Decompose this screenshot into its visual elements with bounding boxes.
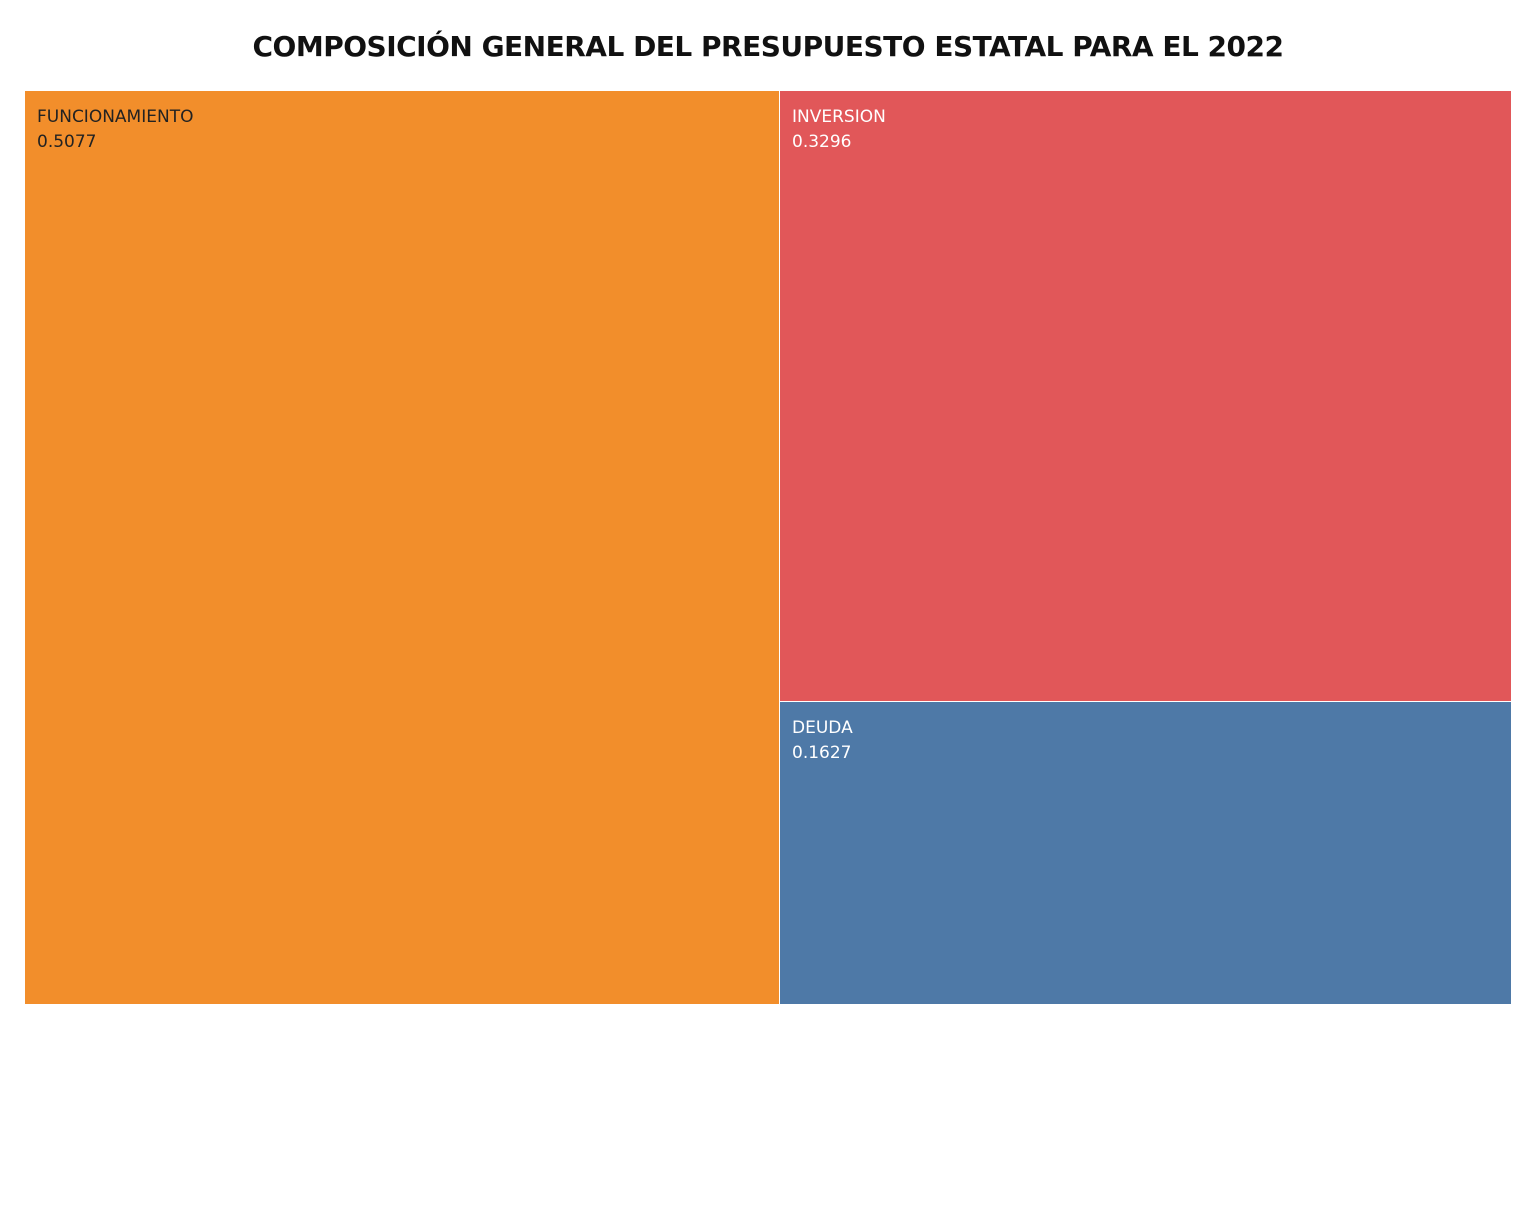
tile-label: INVERSION [792,107,886,127]
tile-label: FUNCIONAMIENTO [37,107,194,127]
tile-label-group: INVERSION 0.3296 [792,105,886,155]
treemap-tile-inversion: INVERSION 0.3296 [780,91,1511,701]
treemap-tile-deuda: DEUDA 0.1627 [780,702,1511,1004]
treemap: FUNCIONAMIENTO 0.5077 INVERSION 0.3296 DEUDA… [25,91,1511,1004]
tile-value: 0.1627 [792,743,852,763]
chart-title: COMPOSICIÓN GENERAL DEL PRESUPUESTO ESTA… [252,30,1284,63]
tile-label-group: FUNCIONAMIENTO 0.5077 [37,105,193,155]
tile-label-group: DEUDA 0.1627 [792,716,853,766]
tile-label: DEUDA [792,718,853,738]
treemap-tile-funcionamiento: FUNCIONAMIENTO 0.5077 [25,91,779,1004]
tile-value: 0.3296 [792,132,852,152]
tile-value: 0.5077 [37,132,97,152]
